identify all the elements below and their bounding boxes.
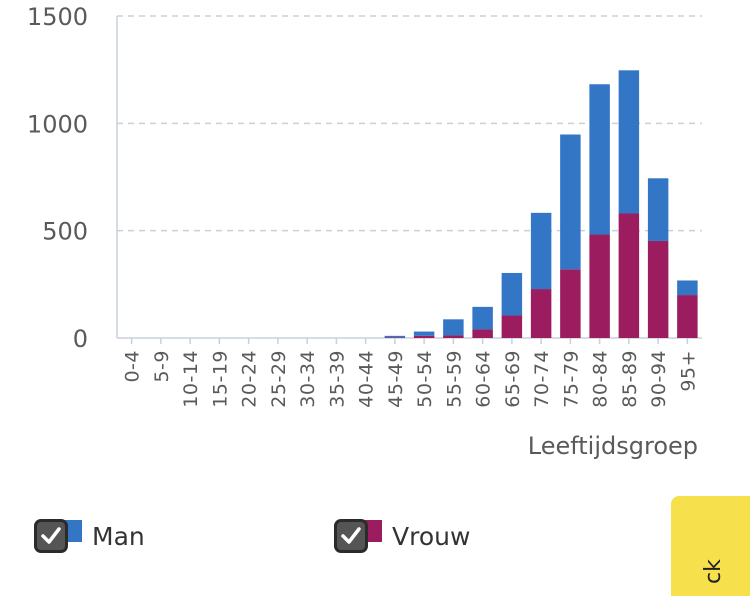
- x-tick-label-95+: 95+: [677, 350, 699, 392]
- x-tick-label-20-24: 20-24: [239, 350, 261, 408]
- bar-man-80-84: [589, 84, 610, 235]
- bar-vrouw-55-59: [443, 335, 464, 338]
- x-tick-label-80-84: 80-84: [590, 350, 612, 408]
- vrouw-checkbox[interactable]: [334, 519, 368, 553]
- x-axis-title: Leeftijdsgroep: [528, 432, 698, 460]
- bar-vrouw-75-79: [560, 269, 581, 338]
- x-tick-label-5-9: 5-9: [151, 350, 173, 383]
- legend-label-vrouw: Vrouw: [392, 521, 471, 551]
- x-tick-label-55-59: 55-59: [443, 350, 465, 408]
- y-tick-label-1000: 1000: [27, 110, 88, 138]
- stacked-bar-chart: 0 500 1000 1500 0-4 5-9 10-14 15-19 20-24 25-29 30…: [27, 3, 702, 460]
- x-tick-label-75-79: 75-79: [560, 350, 582, 408]
- x-tick-label-0-4: 0-4: [122, 350, 144, 383]
- legend-label-man: Man: [92, 521, 145, 551]
- checkmark-icon: [341, 527, 361, 544]
- bar-vrouw-45-49: [384, 337, 406, 338]
- x-tick-label-65-69: 65-69: [502, 350, 524, 408]
- x-tick-label-90-94: 90-94: [648, 350, 670, 408]
- x-tick-label-50-54: 50-54: [414, 350, 436, 408]
- y-tick-label-0: 0: [73, 325, 88, 353]
- bar-man-45-49: [384, 335, 406, 338]
- bar-man-70-74: [530, 212, 552, 290]
- x-tick-label-15-19: 15-19: [209, 350, 231, 408]
- x-tick-label-35-39: 35-39: [326, 350, 348, 408]
- y-tick-label-1500: 1500: [27, 3, 88, 31]
- bar-vrouw-90-94: [647, 240, 669, 338]
- bar-vrouw-60-64: [472, 329, 493, 338]
- legend-item-man[interactable]: Man: [34, 516, 145, 556]
- bar-man-50-54: [413, 331, 435, 336]
- bar-vrouw-65-69: [501, 315, 523, 338]
- bar-man-95+: [677, 280, 698, 296]
- x-tick-label-85-89: 85-89: [619, 350, 641, 408]
- x-tick-label-10-14: 10-14: [180, 350, 202, 408]
- x-tick-label-40-44: 40-44: [356, 350, 378, 408]
- y-tick-label-500: 500: [42, 218, 88, 246]
- x-tick-label-70-74: 70-74: [531, 350, 553, 408]
- man-checkbox[interactable]: [34, 519, 68, 553]
- bar-vrouw-85-89: [618, 213, 640, 338]
- x-tick-label-30-34: 30-34: [297, 350, 319, 408]
- bar-man-85-89: [618, 70, 640, 214]
- bar-man-90-94: [647, 178, 669, 241]
- bar-vrouw-70-74: [530, 289, 552, 338]
- checkmark-icon: [41, 527, 61, 544]
- bar-vrouw-50-54: [413, 335, 435, 338]
- bar-man-75-79: [560, 134, 581, 270]
- bar-man-60-64: [472, 306, 493, 330]
- bar-vrouw-80-84: [589, 234, 610, 338]
- bar-man-65-69: [501, 272, 523, 316]
- bar-vrouw-95+: [677, 295, 698, 338]
- x-tick-label-25-29: 25-29: [268, 350, 290, 408]
- feedback-tab[interactable]: ck: [671, 496, 750, 596]
- x-tick-label-45-49: 45-49: [385, 350, 407, 408]
- bar-man-55-59: [443, 319, 464, 336]
- feedback-tab-label: ck: [701, 559, 726, 584]
- legend-item-vrouw[interactable]: Vrouw: [334, 516, 470, 556]
- x-tick-label-60-64: 60-64: [473, 350, 495, 408]
